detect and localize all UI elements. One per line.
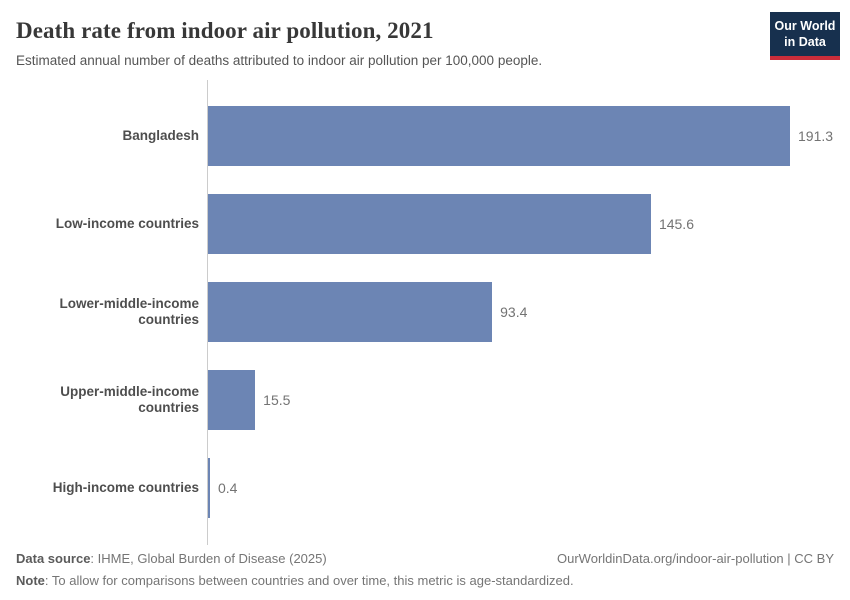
bar bbox=[208, 282, 493, 342]
category-label: High-income countries bbox=[52, 479, 199, 495]
owid-citation-link[interactable]: OurWorldinData.org/indoor-air-pollution … bbox=[557, 551, 834, 566]
bar-row: 15.5 bbox=[208, 356, 850, 444]
bar-value-label: 93.4 bbox=[500, 304, 528, 320]
bar-value-label: 15.5 bbox=[263, 392, 291, 408]
note-value: : To allow for comparisons between count… bbox=[44, 573, 574, 588]
bar-value-label: 145.6 bbox=[658, 216, 694, 232]
owid-logo: Our World in Data bbox=[770, 12, 840, 60]
bar bbox=[208, 458, 210, 518]
chart-footer: Data source: IHME, Global Burden of Dise… bbox=[16, 551, 834, 588]
bar-row: 0.4 bbox=[208, 444, 850, 532]
bar-row: 145.6 bbox=[208, 180, 850, 268]
chart-subtitle: Estimated annual number of deaths attrib… bbox=[16, 53, 543, 68]
bar bbox=[208, 370, 256, 430]
footer-source-row: Data source: IHME, Global Burden of Dise… bbox=[16, 551, 834, 566]
bar-row: 191.3 bbox=[208, 92, 850, 180]
data-source-text: Data source: IHME, Global Burden of Dise… bbox=[16, 551, 327, 566]
chart-header: Death rate from indoor air pollution, 20… bbox=[0, 0, 850, 68]
bar-value-label: 191.3 bbox=[798, 128, 834, 144]
category-label: Bangladesh bbox=[122, 127, 199, 143]
bar bbox=[208, 194, 651, 254]
owid-logo-line2: in Data bbox=[784, 35, 826, 50]
footer-note-row: Note: To allow for comparisons between c… bbox=[16, 573, 834, 588]
bar-row: 93.4 bbox=[208, 268, 850, 356]
owid-logo-line1: Our World bbox=[774, 19, 836, 33]
data-source-value: : IHME, Global Burden of Disease (2025) bbox=[90, 551, 327, 566]
category-label: Lower-middle-income countries bbox=[59, 295, 199, 327]
note-label: Note bbox=[16, 573, 45, 588]
category-labels-column: Bangladesh Low-income countries Lower-midd… bbox=[0, 80, 207, 545]
category-label: Upper-middle-income countries bbox=[60, 383, 199, 415]
chart-title: Death rate from indoor air pollution, 20… bbox=[16, 18, 434, 43]
data-source-label: Data source bbox=[16, 551, 91, 566]
bar-value-label: 0.4 bbox=[218, 480, 238, 496]
bar bbox=[208, 106, 790, 166]
category-label: Low-income countries bbox=[55, 215, 199, 231]
bars-column: 191.3 145.6 93.4 15.5 0.4 bbox=[207, 80, 850, 545]
bar-chart: Bangladesh Low-income countries Lower-midd… bbox=[0, 80, 850, 545]
